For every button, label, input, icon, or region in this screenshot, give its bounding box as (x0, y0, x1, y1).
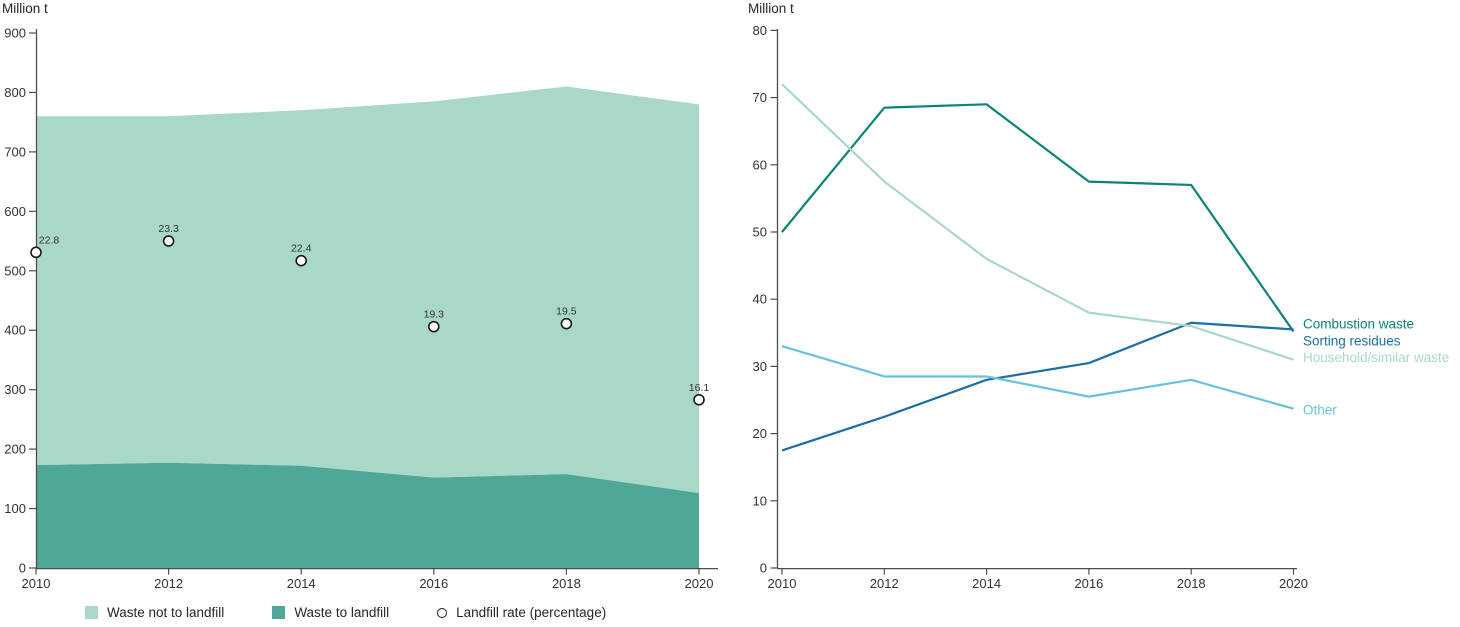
right-y-tick-label: 60 (753, 157, 767, 172)
area-waste-not-to-landfill (36, 86, 699, 494)
right-y-tick-label: 20 (753, 426, 767, 441)
right-y-tick-label: 10 (753, 493, 767, 508)
left-y-tick-label: 500 (4, 263, 26, 278)
waste-not-to-landfill-swatch-icon (85, 606, 98, 619)
landfill-rate-value-label: 22.4 (291, 243, 312, 255)
right-chart-axis-title: Million t (748, 1, 794, 16)
landfill-rate-marker (427, 320, 440, 333)
left-x-tick-label: 2010 (22, 576, 51, 591)
landfill-rate-value-label: 16.1 (689, 382, 710, 394)
left-y-tick-label: 300 (4, 382, 26, 397)
left-x-tick-label: 2014 (287, 576, 316, 591)
legend-item-waste-not-to-landfill: Waste not to landfill (85, 605, 224, 620)
right-x-tick-label: 2020 (1279, 576, 1308, 591)
left-y-tick-label: 800 (4, 85, 26, 100)
right-y-tick-label: 80 (753, 23, 767, 38)
landfill-rate-value-label: 23.3 (158, 223, 179, 235)
right-y-tick-label: 40 (753, 292, 767, 307)
left-x-tick-label: 2020 (685, 576, 714, 591)
left-y-tick-label: 400 (4, 323, 26, 338)
landfill-rate-marker (295, 254, 308, 267)
left-chart-legend: Waste not to landfill Waste to landfill … (85, 605, 606, 620)
legend-label-waste-to-landfill: Waste to landfill (294, 605, 390, 620)
left-y-tick-label: 0 (19, 561, 26, 576)
right-x-tick-label: 2012 (870, 576, 899, 591)
line-label-combustion-waste: Combustion waste (1303, 317, 1414, 332)
left-x-tick-label: 2016 (419, 576, 448, 591)
legend-label-landfill-rate: Landfill rate (percentage) (456, 605, 607, 620)
line-label-other: Other (1303, 403, 1337, 418)
series-line-combustion-waste (781, 103, 1295, 333)
right-x-tick-label: 2016 (1074, 576, 1103, 591)
right-y-tick-label: 50 (753, 225, 767, 240)
left-y-tick-label: 200 (4, 442, 26, 457)
area-waste-to-landfill (36, 462, 699, 568)
series-line-sorting-residues (781, 321, 1294, 452)
right-y-tick-label: 30 (753, 359, 767, 374)
right-x-tick-label: 2018 (1177, 576, 1206, 591)
right-x-tick-label: 2014 (972, 576, 1001, 591)
legend-item-landfill-rate: Landfill rate (percentage) (437, 605, 606, 620)
right-y-tick-label: 70 (753, 90, 767, 105)
landfill-rate-marker (560, 317, 573, 330)
landfill-rate-marker (693, 393, 705, 406)
line-label-household-similar-waste: Household/similar waste (1303, 350, 1449, 365)
left-chart-axis-title: Million t (2, 1, 48, 16)
series-line-other (781, 345, 1294, 410)
landfill-rate-marker (162, 235, 175, 247)
left-y-tick-label: 600 (4, 204, 26, 219)
waste-to-landfill-swatch-icon (272, 606, 286, 619)
landfill-rate-marker-icon (437, 607, 448, 618)
left-y-tick-label: 100 (4, 501, 26, 516)
left-y-tick-label: 700 (4, 144, 26, 159)
series-line-household-similar-waste (781, 83, 1294, 361)
right-y-tick-label: 0 (760, 561, 767, 576)
landfill-rate-value-label: 22.8 (39, 234, 60, 246)
landfill-rate-marker (30, 246, 42, 259)
legend-item-waste-to-landfill: Waste to landfill (272, 605, 389, 620)
landfill-rate-value-label: 19.3 (424, 309, 445, 321)
right-x-tick-label: 2010 (768, 576, 797, 591)
landfill-stacked-area-chart: 0 100 200 300 400 500 600 700 800 900 2010 2012 2014… (4, 26, 718, 591)
legend-label-waste-not-to-landfill: Waste not to landfill (107, 605, 225, 620)
line-label-sorting-residues: Sorting residues (1303, 333, 1401, 348)
treatment-lines-chart: 0 10 20 30 40 50 60 70 80 2010 2012 2014 2016 2018 202… (753, 23, 1450, 591)
left-x-tick-label: 2018 (552, 576, 581, 591)
left-y-tick-label: 900 (4, 26, 26, 41)
landfill-rate-value-label: 19.5 (556, 306, 577, 318)
left-x-tick-label: 2012 (154, 576, 183, 591)
